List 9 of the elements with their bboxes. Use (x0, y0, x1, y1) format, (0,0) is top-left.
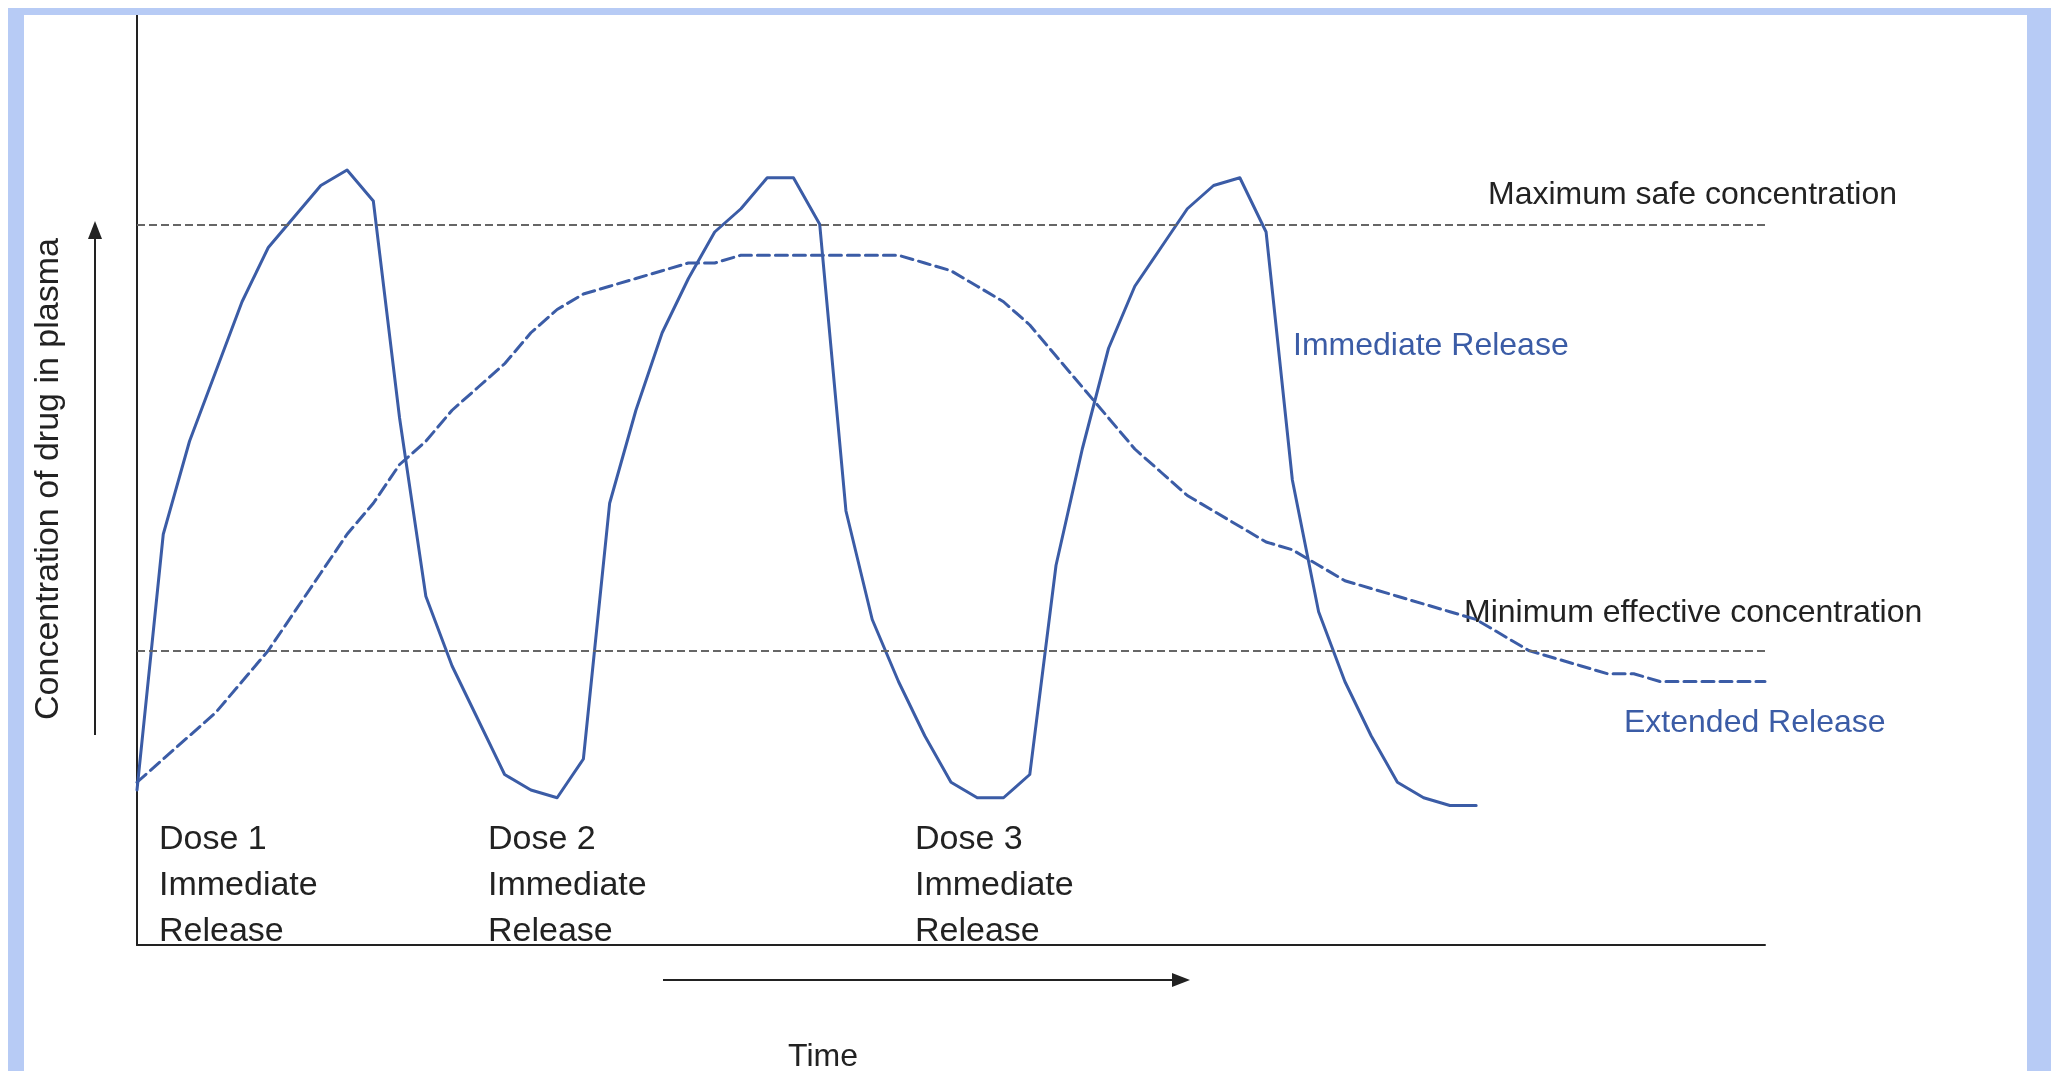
x-axis-title: Time (788, 1037, 858, 1073)
annotation: Dose 1 Immediate Release (159, 818, 318, 948)
ref-line-label: Maximum safe concentration (1488, 175, 1898, 211)
ref-line-label: Minimum effective concentration (1464, 593, 1923, 629)
series-label: Immediate Release (1293, 326, 1569, 362)
y-axis-title: Concentration of drug in plasma (27, 237, 65, 720)
annotation: Dose 2 Immediate Release (488, 818, 647, 948)
series-label: Extended Release (1624, 703, 1886, 739)
annotation: Dose 3 Immediate Release (915, 818, 1074, 948)
